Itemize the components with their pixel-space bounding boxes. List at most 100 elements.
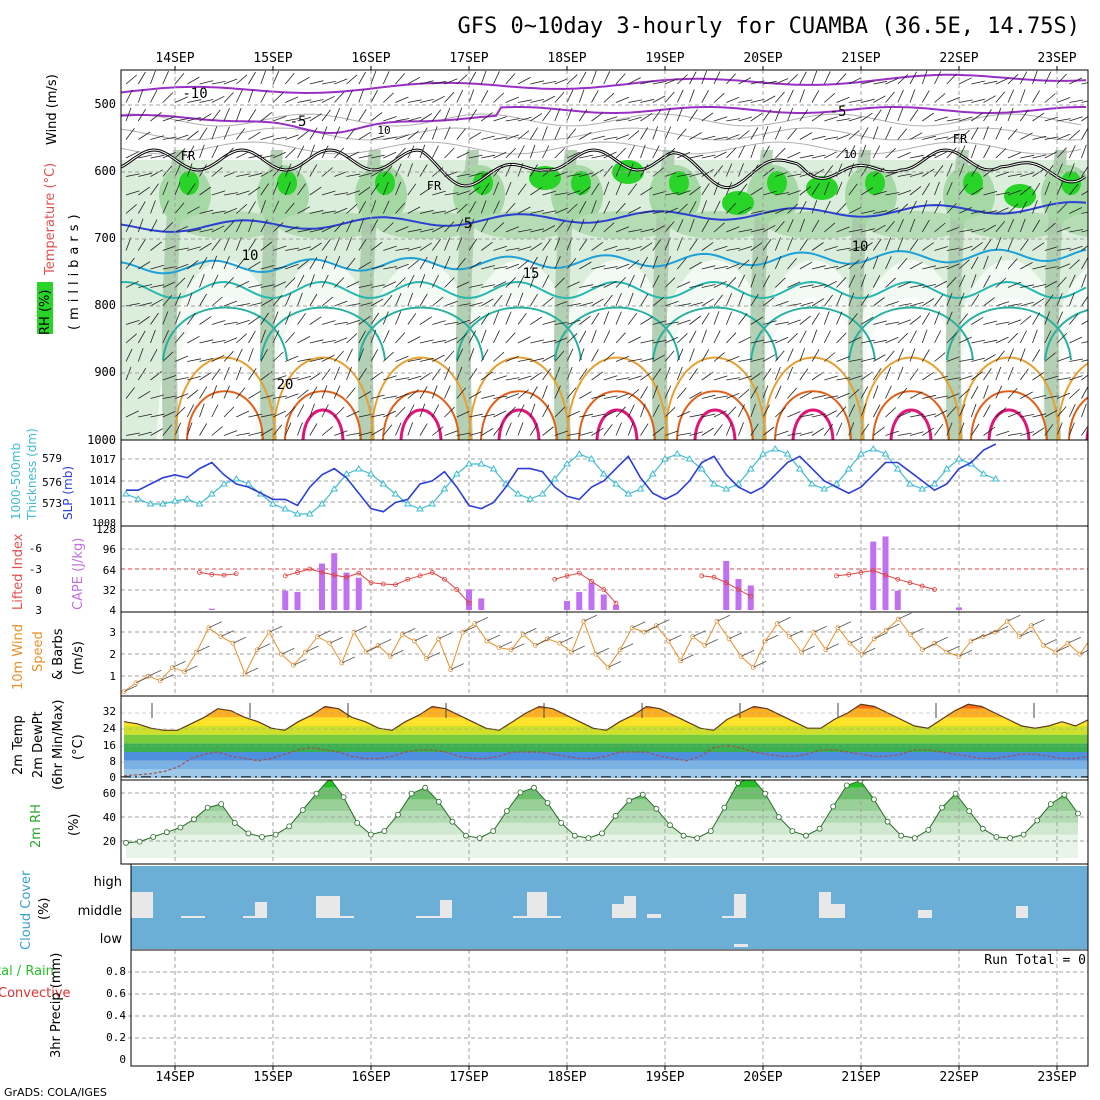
- wind-barb: [162, 92, 174, 103]
- wind-barb: [787, 333, 798, 344]
- wind-barb: [505, 332, 516, 344]
- cape-tick: 96: [103, 543, 116, 556]
- wind-barb: [431, 274, 439, 288]
- wind-barb: [836, 247, 851, 251]
- wind-barb: [125, 74, 137, 85]
- wind-barb: [407, 206, 421, 214]
- wind-barb: [787, 128, 797, 140]
- wind-barb: [603, 424, 613, 436]
- wind-barb: [995, 207, 1009, 214]
- wind-barb: [407, 76, 421, 85]
- wind-barb: [836, 147, 847, 159]
- wind-barb: [1069, 336, 1083, 344]
- bottom-date-label: 23SEP: [1037, 1070, 1076, 1085]
- wind-barb: [419, 386, 428, 399]
- wind-barb: [1056, 311, 1063, 325]
- wind-barb: [615, 118, 630, 122]
- wind10-axis-label-2: Speed: [31, 631, 46, 672]
- wind-barb: [701, 312, 710, 325]
- wind-barb: [750, 339, 765, 344]
- wind-barb: [970, 386, 979, 399]
- wind-barb: [652, 238, 662, 251]
- isotherm-15: [121, 280, 1087, 300]
- wind-barb: [505, 202, 516, 214]
- wind-barb: [872, 404, 881, 418]
- precip-convective-label: Convective: [0, 986, 71, 1001]
- wind-barb: [431, 238, 441, 251]
- wind-barb: [787, 258, 797, 270]
- freezing-label: FR: [181, 149, 196, 163]
- wind-barb: [321, 340, 336, 344]
- wind-barb: [309, 339, 324, 344]
- wind-barb: [799, 301, 814, 307]
- wind-barb: [848, 130, 860, 140]
- wind-barb: [187, 246, 201, 251]
- wind-barb: [223, 321, 238, 325]
- wind-barb: [174, 422, 182, 436]
- rh-dry-dome: [657, 297, 773, 440]
- wind-barb: [529, 274, 536, 288]
- wind-barb: [174, 293, 182, 307]
- wind-barb: [272, 222, 284, 233]
- wind-barb: [983, 95, 996, 103]
- rh2m-marker: [517, 789, 524, 796]
- wind-barb: [199, 293, 207, 307]
- wind-barb: [407, 99, 422, 103]
- wind-barb: [676, 348, 684, 362]
- wind-barb: [199, 99, 214, 103]
- wind-barb: [799, 315, 812, 325]
- isotherm-35: [693, 408, 737, 440]
- wind-barb: [799, 348, 805, 362]
- wind-barb: [848, 358, 863, 362]
- wind-barb: [946, 392, 960, 399]
- wind-barb: [223, 337, 238, 344]
- wind-barb: [701, 394, 716, 399]
- wind-barb: [689, 284, 704, 288]
- wind-barb: [468, 315, 481, 325]
- thickness-marker: [697, 465, 706, 472]
- wind-barb: [542, 95, 556, 103]
- rh-contour-label: 10: [843, 148, 856, 161]
- wind-barb: [934, 311, 940, 325]
- wind-barb: [174, 148, 186, 159]
- wind-barb: [554, 321, 569, 325]
- cloud-background: [131, 866, 1088, 949]
- wind-barb: [970, 403, 977, 418]
- wind-barb: [542, 426, 554, 436]
- wind-barb: [1081, 82, 1088, 85]
- wind-barb: [468, 71, 477, 85]
- wind-barb: [652, 368, 662, 381]
- wind-barb: [1094, 109, 1100, 121]
- wind-barb: [897, 203, 909, 214]
- wind-barb: [395, 202, 406, 214]
- thickness-marker: [955, 455, 963, 462]
- rh2m-marker: [150, 834, 157, 840]
- rh2m-panel: [121, 780, 1088, 864]
- wind-barb: [848, 422, 855, 436]
- wind-barb: [640, 316, 653, 325]
- temp-band: [124, 704, 1088, 709]
- wind-barb-10m: [305, 645, 319, 653]
- wind-barb: [407, 116, 422, 122]
- wind-barb: [407, 404, 415, 418]
- wind-barb: [701, 154, 716, 159]
- wind-barb: [321, 426, 334, 436]
- rh2m-marker: [503, 808, 510, 814]
- wind-barb: [860, 423, 870, 436]
- wind-barb: [407, 292, 414, 307]
- wind-barb: [1081, 295, 1088, 307]
- wind-barb: [762, 145, 770, 159]
- wind-barb-10m: [813, 625, 827, 633]
- wind-barb: [1094, 211, 1100, 214]
- wind-barb: [701, 349, 710, 362]
- wind-barb: [493, 222, 505, 233]
- wind-barb: [419, 80, 434, 85]
- wind-barb: [554, 107, 561, 122]
- thickness-tick: 573: [42, 497, 62, 510]
- wind-barb: [358, 186, 371, 196]
- wind-barb: [836, 226, 850, 233]
- wind-barb: [971, 242, 983, 251]
- wind-barb: [664, 171, 679, 177]
- wind-barb: [346, 257, 356, 270]
- wind-barb: [211, 190, 226, 196]
